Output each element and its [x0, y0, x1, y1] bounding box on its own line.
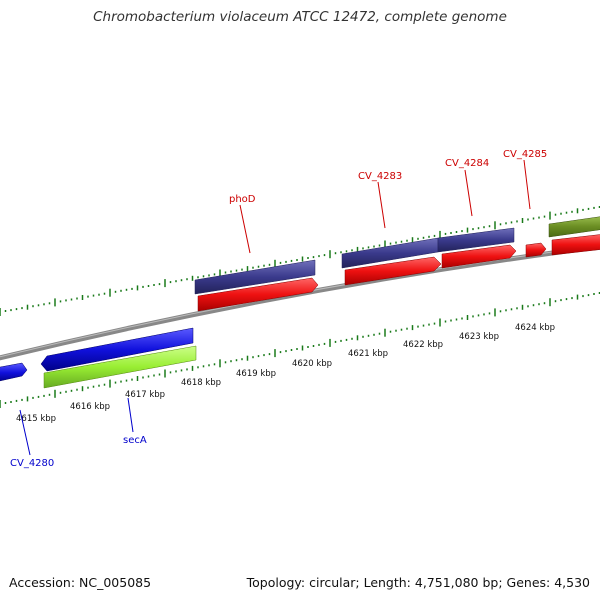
- red-strand-features: [197, 234, 600, 312]
- tick-label-4618: 4618 kbp: [181, 378, 221, 388]
- scale-labels: 4615 kbp 4616 kbp 4617 kbp 4618 kbp 4619…: [16, 323, 555, 424]
- leader-CV_4285: [523, 159, 531, 210]
- gene-label-CV_4283: CV_4283: [358, 171, 402, 182]
- cds-CV_4286: [548, 216, 600, 238]
- accession-text: Accession: NC_005085: [9, 575, 152, 590]
- upper-tick-row: [0, 206, 600, 316]
- genome-summary-text: Topology: circular; Length: 4,751,080 bp…: [246, 575, 590, 590]
- tick-label-4622: 4622 kbp: [403, 340, 443, 350]
- cds-red-3: [441, 244, 517, 269]
- tick-label-4623: 4623 kbp: [459, 332, 499, 342]
- tick-label-4620: 4620 kbp: [292, 359, 332, 369]
- cds-red-2: [344, 256, 442, 286]
- gene-labels: CV_4280 secA phoD CV_4283 CV_4284 CV_428…: [10, 149, 547, 469]
- leader-CV_4283: [377, 181, 386, 229]
- cds-lime: [43, 345, 197, 389]
- tick-label-4617: 4617 kbp: [125, 390, 165, 400]
- cds-phoD: [194, 259, 316, 295]
- minus-strand-features: [0, 327, 197, 389]
- genome-backbone-highlight: [0, 245, 600, 358]
- leader-CV_4280: [19, 409, 31, 456]
- gene-label-secA: secA: [123, 435, 147, 446]
- tick-label-4616: 4616 kbp: [70, 402, 110, 412]
- leader-CV_4284: [464, 169, 473, 217]
- cds-red-5: [551, 234, 600, 256]
- cds-red-1: [197, 277, 319, 312]
- cds-CV_4280: [0, 362, 28, 382]
- cds-red-4: [525, 242, 547, 258]
- cds-secA: [40, 327, 194, 372]
- cds-CV_4284: [437, 227, 515, 253]
- genome-title: Chromobacterium violaceum ATCC 12472, co…: [93, 9, 507, 25]
- tick-label-4621: 4621 kbp: [348, 349, 388, 359]
- label-leaders: [19, 159, 531, 456]
- gene-label-CV_4284: CV_4284: [445, 158, 489, 169]
- gene-label-CV_4285: CV_4285: [503, 149, 547, 160]
- tick-label-4615: 4615 kbp: [16, 414, 56, 424]
- gene-label-phoD: phoD: [229, 194, 256, 205]
- leader-phoD: [239, 204, 251, 254]
- tick-label-4619: 4619 kbp: [236, 369, 276, 379]
- gene-label-CV_4280: CV_4280: [10, 458, 54, 469]
- plus-strand-features: [194, 216, 600, 295]
- tick-label-4624: 4624 kbp: [515, 323, 555, 333]
- leader-secA: [127, 397, 134, 433]
